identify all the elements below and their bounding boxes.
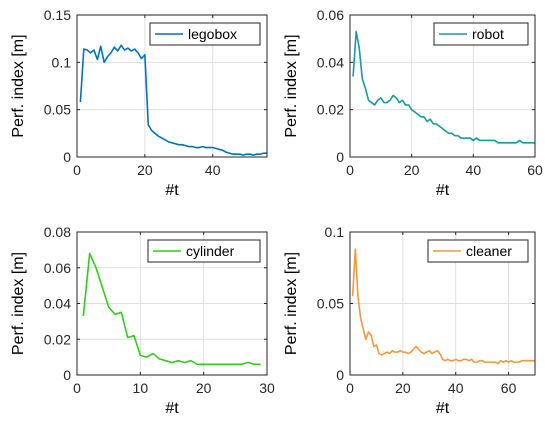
- legend: legobox: [149, 22, 261, 46]
- legend-box: [433, 22, 529, 46]
- x-axis-label: #t: [436, 182, 450, 199]
- x-tick-label: 10: [133, 380, 149, 396]
- y-axis-label: Perf. index [m]: [10, 34, 27, 137]
- y-tick-label: 0: [63, 149, 71, 165]
- legend: cylinder: [147, 239, 261, 263]
- y-axis-label: Perf. index [m]: [10, 252, 27, 355]
- y-tick-label: 0.06: [317, 7, 344, 23]
- y-tick-label: 0: [63, 367, 71, 383]
- x-tick-label: 30: [259, 380, 275, 396]
- x-tick-label: 20: [404, 162, 420, 178]
- x-tick-label: 40: [205, 162, 221, 178]
- legend-box: [149, 22, 261, 46]
- x-axis-label: #t: [436, 400, 450, 417]
- subplot-robot: 0 20 40 60 0 0.02 0.04 0.06 #t Perf. index [m] rob…: [283, 7, 543, 199]
- x-tick-label: 0: [346, 380, 354, 396]
- y-tick-label: 0.08: [44, 224, 71, 240]
- x-axis-label: #t: [165, 182, 179, 199]
- legend-box: [427, 239, 529, 263]
- x-tick-label: 20: [137, 162, 153, 178]
- x-tick-label: 40: [448, 380, 464, 396]
- legend-box: [147, 239, 261, 263]
- y-tick-label: 0.06: [44, 260, 71, 276]
- x-tick-label: 60: [527, 162, 543, 178]
- series-line-robot: [352, 30, 535, 144]
- series-line-cleaner: [351, 248, 535, 365]
- y-tick-label: 0.1: [325, 224, 345, 240]
- legend-label: legobox: [188, 26, 237, 42]
- x-tick-label: 0: [73, 162, 81, 178]
- legend: robot: [433, 22, 529, 46]
- y-tick-label: 0.04: [317, 54, 344, 70]
- legend-label: cleaner: [466, 243, 512, 259]
- axes-frame: [349, 14, 536, 158]
- y-tick-label: 0.04: [44, 296, 71, 312]
- y-axis-label: Perf. index [m]: [283, 252, 300, 355]
- y-tick-label: 0.05: [44, 102, 71, 118]
- subplot-cleaner: 0 20 40 60 0 0.05 0.1 #t Perf. index [m] cleaner: [283, 224, 536, 417]
- y-tick-label: 0.15: [44, 7, 71, 23]
- y-tick-label: 0.1: [52, 54, 72, 70]
- y-axis-label: Perf. index [m]: [283, 34, 300, 137]
- y-tick-label: 0.05: [317, 296, 344, 312]
- y-tick-label: 0: [336, 149, 344, 165]
- y-tick-label: 0.02: [317, 102, 344, 118]
- x-tick-label: 60: [501, 380, 517, 396]
- legend: cleaner: [427, 239, 529, 263]
- x-tick-label: 0: [73, 380, 81, 396]
- series-line-legobox: [79, 44, 267, 156]
- x-tick-label: 0: [346, 162, 354, 178]
- subplot-cylinder: 0 10 20 30 0 0.02 0.04 0.06 0.08 #t Perf. index [m…: [10, 224, 275, 417]
- y-tick-label: 0: [336, 367, 344, 383]
- series-line-cylinder: [82, 252, 261, 366]
- legend-label: cylinder: [186, 243, 235, 259]
- legend-label: robot: [472, 26, 504, 42]
- subplot-legobox: 0 20 40 0 0.05 0.1 0.15 #t Perf. index [m] legobo…: [10, 7, 268, 199]
- axes-frame: [76, 14, 268, 158]
- x-axis-label: #t: [165, 400, 179, 417]
- y-tick-label: 0.02: [44, 331, 71, 347]
- x-tick-label: 40: [466, 162, 482, 178]
- x-tick-label: 20: [196, 380, 212, 396]
- x-tick-label: 20: [395, 380, 411, 396]
